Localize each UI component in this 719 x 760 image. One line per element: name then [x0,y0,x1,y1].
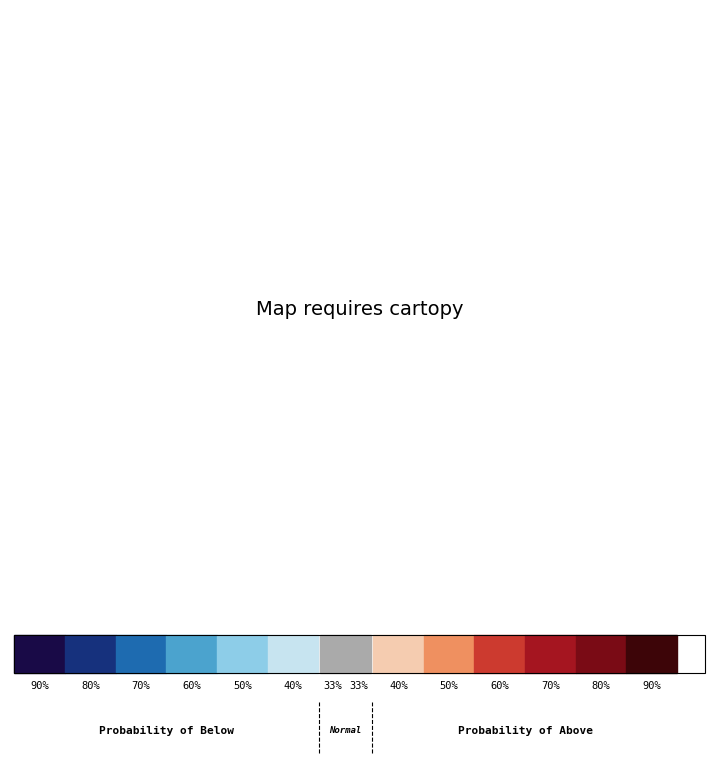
Text: 70%: 70% [541,681,560,691]
Text: Probability of Above: Probability of Above [457,726,592,736]
Text: Map requires cartopy: Map requires cartopy [256,300,463,319]
Text: 90%: 90% [30,681,49,691]
Text: Probability of Below: Probability of Below [99,726,234,736]
Text: 40%: 40% [283,681,303,691]
Text: 33%: 33% [349,681,367,691]
Text: 70%: 70% [132,681,150,691]
Bar [166,635,217,673]
Text: 33%: 33% [324,681,342,691]
Text: 50%: 50% [440,681,459,691]
Bar [373,635,423,673]
Bar [525,635,576,673]
Bar [267,635,319,673]
Bar [116,635,166,673]
Text: 50%: 50% [233,681,252,691]
Text: 60%: 60% [183,681,201,691]
Bar [65,635,116,673]
Text: 60%: 60% [490,681,509,691]
Bar [217,635,267,673]
Bar [576,635,626,673]
Text: 80%: 80% [81,681,100,691]
Bar [423,635,475,673]
Bar [14,635,65,673]
Text: 80%: 80% [592,681,610,691]
Bar [475,635,525,673]
Text: Normal: Normal [329,726,362,735]
Text: 40%: 40% [389,681,408,691]
Bar [321,635,371,673]
Bar [626,635,677,673]
Text: 90%: 90% [642,681,661,691]
